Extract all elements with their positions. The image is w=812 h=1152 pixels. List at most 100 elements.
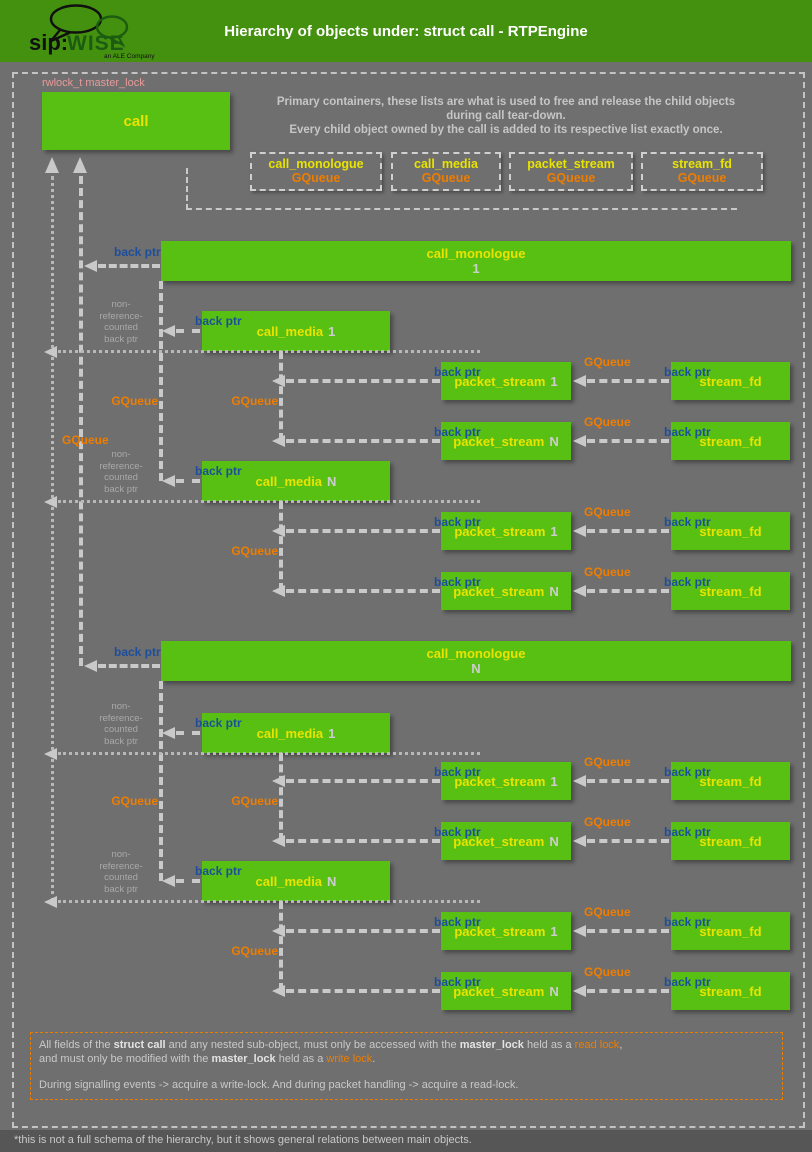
- call-media-name: call_media: [255, 473, 323, 489]
- back-ptr-label: back ptr: [664, 515, 711, 529]
- call-media-name: call_media: [256, 725, 324, 741]
- non-ref-back-ptr-line: [58, 500, 480, 503]
- media-back-ptr-arrow-icon: [162, 475, 175, 487]
- stream-fd-back-ptr-arrow-icon: [573, 775, 586, 787]
- container-call-media: call_media GQueue: [391, 152, 501, 191]
- back-ptr-label: back ptr: [114, 245, 161, 259]
- containers-bracket-horizontal: [186, 208, 737, 210]
- gqueue-label: GQueue: [584, 905, 631, 919]
- stream-fd-back-ptr-arrow-icon: [573, 435, 586, 447]
- packet-stream-name: packet_stream: [454, 523, 546, 539]
- back-ptr-label: back ptr: [195, 314, 242, 328]
- mono-back-ptr-arrow-icon: [84, 260, 97, 272]
- intro-text: Primary containers, these lists are what…: [248, 95, 764, 137]
- stream-back-ptr-arrow-icon: [272, 775, 285, 787]
- gqueue-label: GQueue: [584, 505, 631, 519]
- sipwise-logo: sip: WISE an ALE Company: [24, 2, 176, 65]
- non-ref-back-ptr-line: [51, 176, 54, 902]
- back-ptr-label: back ptr: [195, 464, 242, 478]
- container-type: GQueue: [546, 171, 596, 185]
- lock-note: All fields of the struct call and any ne…: [30, 1032, 783, 1100]
- intro-line-3: Every child object owned by the call is …: [289, 124, 723, 136]
- container-type: GQueue: [677, 171, 727, 185]
- back-ptr-label: back ptr: [434, 975, 481, 989]
- back-ptr-label: back ptr: [664, 975, 711, 989]
- packet-stream-index: N: [549, 833, 559, 849]
- packet-stream-box: packet_stream N: [441, 822, 571, 860]
- call-monologue-index: 1: [472, 261, 480, 276]
- stream-fd-box: stream_fd: [671, 762, 790, 800]
- gqueue-label: GQueue: [584, 755, 631, 769]
- container-packet-stream: packet_stream GQueue: [509, 152, 633, 191]
- mono-back-ptr-line: [98, 664, 160, 668]
- packet-stream-index: 1: [550, 523, 558, 539]
- stream-fd-name: stream_fd: [699, 523, 762, 539]
- stream-back-ptr-arrow-icon: [272, 585, 285, 597]
- stream-back-ptr-arrow-icon: [272, 435, 285, 447]
- gqueue-label: GQueue: [111, 794, 158, 808]
- stream-fd-back-ptr-arrow-icon: [573, 375, 586, 387]
- packet-stream-box: packet_stream 1: [441, 762, 571, 800]
- media-back-ptr-arrow-icon: [162, 875, 175, 887]
- write-lock-text: write lock: [326, 1052, 373, 1065]
- back-ptr-label: back ptr: [434, 765, 481, 779]
- stream-back-ptr-arrow-icon: [272, 375, 285, 387]
- back-ptr-label: back ptr: [664, 825, 711, 839]
- gqueue-label: GQueue: [584, 815, 631, 829]
- non-ref-label: non-reference-counted back ptr: [99, 299, 143, 345]
- stream-fd-back-ptr-arrow-icon: [573, 525, 586, 537]
- back-ptr-label: back ptr: [195, 864, 242, 878]
- packet-stream-index: N: [549, 583, 559, 599]
- mono-back-ptr-arrow-icon: [84, 660, 97, 672]
- gqueue-label: GQueue: [584, 565, 631, 579]
- packet-stream-name: packet_stream: [453, 433, 545, 449]
- stream-back-ptr-line: [286, 989, 440, 993]
- stream-back-ptr-line: [286, 779, 440, 783]
- packet-stream-box: packet_stream 1: [441, 912, 571, 950]
- packet-stream-box: packet_stream N: [441, 422, 571, 460]
- stream-fd-name: stream_fd: [699, 433, 762, 449]
- non-ref-label: non-reference-counted back ptr: [99, 701, 143, 747]
- stream-fd-name: stream_fd: [699, 833, 762, 849]
- media-back-ptr-arrow-icon: [162, 727, 175, 739]
- gqueue-label: GQueue: [584, 355, 631, 369]
- call-media-index: 1: [328, 323, 336, 339]
- stream-fd-back-ptr-line: [587, 379, 669, 383]
- stream-fd-box: stream_fd: [671, 362, 790, 400]
- packet-stream-name: packet_stream: [453, 983, 545, 999]
- packet-stream-index: 1: [550, 373, 558, 389]
- packet-stream-name: packet_stream: [454, 773, 546, 789]
- stream-fd-back-ptr-line: [587, 839, 669, 843]
- packet-stream-index: N: [549, 983, 559, 999]
- logo-wise-text: WISE: [67, 32, 125, 55]
- packet-stream-name: packet_stream: [453, 833, 545, 849]
- non-ref-back-ptr-arrow-icon: [44, 748, 57, 760]
- packet-stream-name: packet_stream: [453, 583, 545, 599]
- media-gqueue-line: [279, 351, 283, 441]
- call-media-index: N: [327, 473, 337, 489]
- media-gqueue-line: [279, 753, 283, 841]
- container-name: stream_fd: [672, 157, 732, 171]
- stream-fd-box: stream_fd: [671, 822, 790, 860]
- gqueue-label: GQueue: [231, 944, 278, 958]
- stream-fd-box: stream_fd: [671, 572, 790, 610]
- packet-stream-index: 1: [550, 773, 558, 789]
- stream-fd-box: stream_fd: [671, 512, 790, 550]
- call-monologue-name: call_monologue: [426, 246, 526, 261]
- packet-stream-index: 1: [550, 923, 558, 939]
- stream-back-ptr-arrow-icon: [272, 985, 285, 997]
- back-ptr-label: back ptr: [114, 645, 161, 659]
- mono-back-ptr-line: [98, 264, 160, 268]
- up-arrow-icon: [45, 157, 59, 173]
- stream-back-ptr-arrow-icon: [272, 835, 285, 847]
- note-line-1: All fields of the struct call and any ne…: [39, 1039, 623, 1051]
- stream-back-ptr-line: [286, 379, 440, 383]
- sipwise-logo-icon: sip: WISE an ALE Company: [29, 4, 155, 60]
- container-call-monologue: call_monologue GQueue: [250, 152, 382, 191]
- stream-fd-box: stream_fd: [671, 912, 790, 950]
- call-media-index: N: [327, 873, 337, 889]
- stream-fd-back-ptr-arrow-icon: [573, 925, 586, 937]
- back-ptr-label: back ptr: [434, 575, 481, 589]
- diagram-border: [12, 72, 805, 1128]
